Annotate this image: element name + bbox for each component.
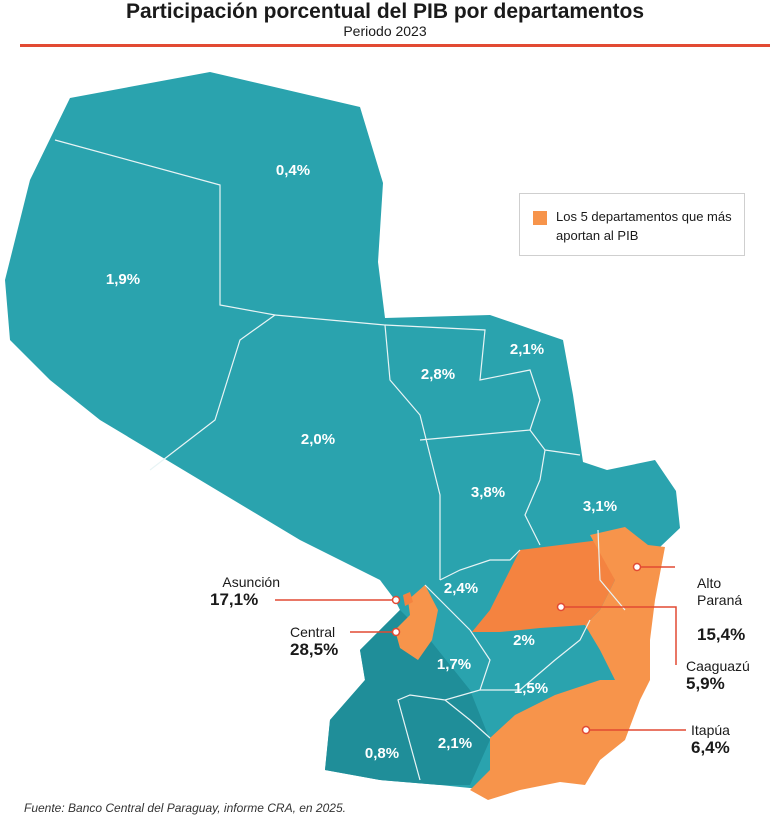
callout-asuncion-value: 17,1% <box>210 590 259 609</box>
label-neembucu: 0,8% <box>365 745 399 762</box>
page-subtitle: Periodo 2023 <box>343 23 427 39</box>
callout-alto-parana: Alto Paraná 15,4% <box>697 558 769 660</box>
dept-alto-parana <box>585 527 665 680</box>
callout-asuncion: Asunción 17,1% <box>170 574 280 608</box>
label-amambay: 2,1% <box>510 341 544 358</box>
label-boqueron: 1,9% <box>106 271 140 288</box>
dept-itapua <box>470 680 650 800</box>
legend-box: Los 5 departamentos que más aportan al P… <box>519 193 745 256</box>
legend-label: Los 5 departamentos que más aportan al P… <box>556 209 732 243</box>
department-borders <box>54 139 626 781</box>
label-presidente-hayes: 2,0% <box>301 431 335 448</box>
callout-alto-parana-value: 15,4% <box>697 625 746 644</box>
region-teal-body <box>5 72 680 790</box>
callout-dots <box>391 562 642 735</box>
callout-asuncion-name: Asunción <box>222 574 280 590</box>
label-canindeyu: 3,1% <box>583 498 617 515</box>
callout-central: Central 28,5% <box>290 624 370 658</box>
dept-caaguazu <box>472 540 615 632</box>
callout-central-value: 28,5% <box>290 640 339 659</box>
callout-itapua-value: 6,4% <box>691 738 730 757</box>
label-misiones: 2,1% <box>438 735 472 752</box>
label-caazapa: 1,5% <box>514 680 548 697</box>
callout-caaguazu: Caaguazú 5,9% <box>686 658 766 692</box>
callout-central-name: Central <box>290 624 336 640</box>
page-title: Participación porcentual del PIB por dep… <box>125 0 645 23</box>
dept-asuncion <box>403 592 413 606</box>
title-divider <box>20 44 770 47</box>
callout-caaguazu-name: Caaguazú <box>686 658 750 674</box>
label-paraguari: 1,7% <box>437 656 471 673</box>
callout-alto-parana-name: Alto Paraná <box>697 575 743 608</box>
paraguay-map: 0,4% 1,9% 2,0% 2,8% 2,1% 3,8% 3,1% 2,4% … <box>5 72 686 800</box>
label-san-pedro: 3,8% <box>471 484 505 501</box>
label-cordillera: 2,4% <box>444 580 478 597</box>
callout-caaguazu-value: 5,9% <box>686 674 725 693</box>
dept-central <box>395 585 438 660</box>
callout-itapua-name: Itapúa <box>691 722 730 738</box>
callout-itapua: Itapúa 6,4% <box>691 722 761 756</box>
region-teal-dark <box>325 610 490 785</box>
source-note: Fuente: Banco Central del Paraguay, info… <box>24 801 346 815</box>
callout-lines <box>275 566 686 731</box>
label-concepcion: 2,8% <box>421 366 455 383</box>
legend-swatch <box>533 211 547 225</box>
label-guaira: 2% <box>513 632 535 649</box>
label-alto-paraguay: 0,4% <box>276 162 310 179</box>
